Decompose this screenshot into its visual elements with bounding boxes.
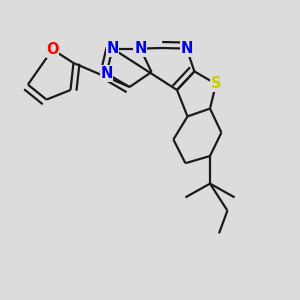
Text: N: N — [106, 41, 119, 56]
Text: N: N — [100, 66, 113, 81]
Text: N: N — [134, 41, 147, 56]
Text: S: S — [211, 76, 221, 92]
Text: O: O — [46, 42, 59, 57]
Text: N: N — [180, 41, 193, 56]
